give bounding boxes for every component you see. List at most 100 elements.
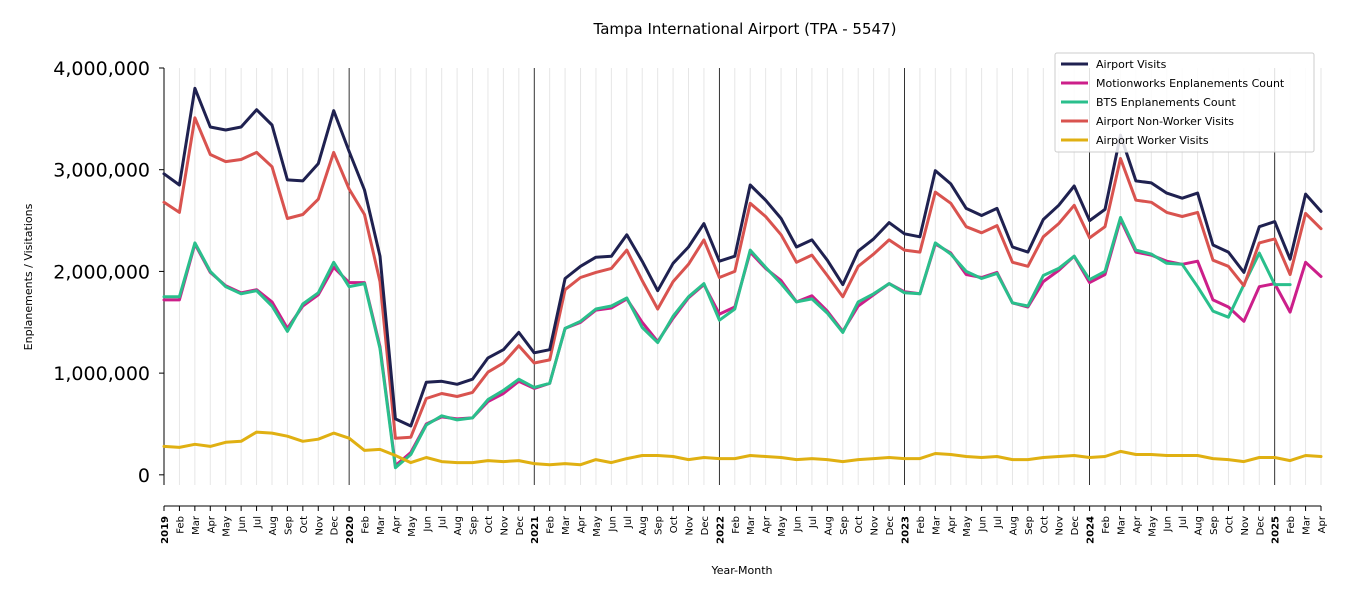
x-tick-label: May [592,516,603,537]
x-tick-label: Nov [499,516,510,536]
x-tick-label: Feb [1101,516,1112,534]
x-tick-label: Jul [993,516,1004,529]
x-tick-label: Dec [1255,516,1266,535]
y-tick-label: 0 [138,465,150,487]
x-tick-label: Mar [1116,515,1127,535]
x-tick-label: Apr [391,515,402,533]
x-tick-label: May [777,516,788,537]
series-line-airport-non-worker-visits [162,116,1323,440]
x-tick-label: Jul [623,516,634,529]
x-tick-label: Jun [422,516,433,533]
x-tick-label: Apr [206,515,217,533]
x-tick-label: Jun [237,516,248,533]
x-tick-label: Aug [453,516,464,536]
x-tick-label-year: 2022 [715,516,726,544]
x-tick-label: Oct [1224,516,1235,533]
x-tick-label: Jun [978,516,989,533]
x-tick-label: Dec [1070,516,1081,535]
series-line-motionworks-enplanements-count [162,218,1323,468]
series-line-airport-visits [162,86,1323,428]
x-tick-label: Oct [484,516,495,533]
series-lines [162,86,1323,470]
x-tick-label: May [407,516,418,537]
x-tick-label: Sep [283,516,294,535]
x-tick-label-year: 2025 [1271,516,1282,544]
x-tick-label: Mar [1302,515,1313,535]
x-tick-label: Nov [314,516,325,536]
x-tick-label: Sep [839,516,850,535]
x-tick-label: Apr [1317,515,1328,533]
x-tick-label-year: 2019 [160,516,171,544]
x-tick-label: Apr [1132,515,1143,533]
x-tick-label: Apr [947,515,958,533]
y-tick-label: 1,000,000 [53,363,150,385]
x-axis-label: Year-Month [710,564,772,577]
axes [159,67,1322,511]
x-tick-label: Sep [469,516,480,535]
x-tick-label: Jul [253,516,264,529]
x-tick-label: Mar [931,515,942,535]
legend-label: Airport Non-Worker Visits [1096,115,1234,128]
x-tick-label: Jun [792,516,803,533]
x-tick-label: Feb [175,516,186,534]
x-tick-label: Oct [299,516,310,533]
x-tick-label: May [962,516,973,537]
x-tick-label-year: 2020 [345,516,356,544]
x-tick-label: Nov [1240,516,1251,536]
x-tick-label: Sep [654,516,665,535]
x-tick-label: Apr [762,515,773,533]
legend-label: Motionworks Enplanements Count [1096,77,1285,90]
x-tick-label: Nov [685,516,696,536]
y-tick-label: 4,000,000 [53,58,150,80]
legend-items: Airport Visits Motionworks Enplanements C… [1061,58,1285,147]
x-tick-label: Feb [361,516,372,534]
x-tick-label: May [222,516,233,537]
x-tick-label-year: 2024 [1086,516,1097,544]
x-tick-label: Feb [916,516,927,534]
x-tick-label: Oct [854,516,865,533]
y-axis-label: Enplanements / Visitations [22,203,35,350]
x-tick-label: Feb [1286,516,1297,534]
y-tick-labels: 0 1,000,000 2,000,000 3,000,000 4,000,000 [53,58,150,487]
x-tick-label: Dec [700,516,711,535]
x-tick-label: Feb [546,516,557,534]
x-tick-label: Dec [885,516,896,535]
x-tick-label: Jun [1163,516,1174,533]
x-tick-label: Sep [1024,516,1035,535]
series-line-bts-enplanements-count [162,216,1292,470]
legend-label: Airport Worker Visits [1096,134,1209,147]
x-tick-label: Nov [870,516,881,536]
legend-box [1054,52,1315,153]
x-tick-label: Mar [376,515,387,535]
x-tick-label: Aug [638,516,649,536]
x-tick-label: Sep [1209,516,1220,535]
x-tick-label: Aug [1194,516,1205,536]
x-tick-label: Feb [731,516,742,534]
x-tick-label: May [1147,516,1158,537]
x-tick-label: Aug [1008,516,1019,536]
x-tick-label: Aug [823,516,834,536]
series-line-airport-worker-visits [162,430,1323,467]
legend: Airport Visits Motionworks Enplanements C… [1054,52,1315,153]
x-tick-label: Mar [561,515,572,535]
x-tick-label-year: 2021 [530,516,541,544]
x-tick-label: Jun [607,516,618,533]
legend-label: Airport Visits [1096,58,1167,71]
x-tick-label: Aug [268,516,279,536]
legend-label: BTS Enplanements Count [1096,96,1237,109]
x-tick-label: Oct [1039,516,1050,533]
x-tick-label: Jul [438,516,449,529]
y-tick-label: 3,000,000 [53,160,150,182]
x-tick-label: Oct [669,516,680,533]
x-tick-label: Apr [577,515,588,533]
x-tick-label: Nov [1055,516,1066,536]
y-tick-label: 2,000,000 [53,261,150,283]
x-tick-labels: 2019 Feb Mar Apr May Jun Jul Aug Sep Oct Nov Dec 202… [160,515,1328,544]
x-tick-label: Dec [515,516,526,535]
x-tick-label-year: 2023 [900,516,911,544]
x-tick-label: Mar [746,515,757,535]
x-tick-label: Mar [191,515,202,535]
chart-title: Tampa International Airport (TPA - 5547) [593,20,897,38]
x-tick-label: Jul [1178,516,1189,529]
